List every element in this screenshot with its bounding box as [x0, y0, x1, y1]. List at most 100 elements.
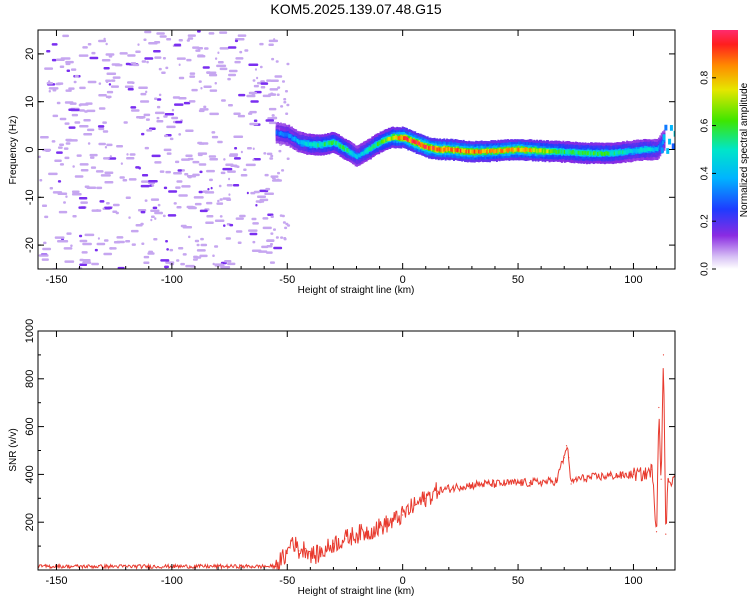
spectrogram-cell: [401, 135, 404, 140]
spectrogram-cell: [357, 153, 360, 158]
spectrogram-cell: [542, 149, 545, 154]
noise-speckle: [228, 69, 238, 73]
noise-speckle: [214, 57, 218, 60]
noise-speckle: [262, 94, 271, 98]
spectrogram-cell: [515, 147, 518, 152]
noise-speckle: [38, 254, 49, 257]
spectrogram-cell: [338, 142, 341, 147]
snr-x-tick-label: 100: [624, 575, 642, 587]
spectrogram-cell: [617, 150, 620, 155]
noise-speckle: [100, 174, 111, 177]
noise-speckle: [130, 229, 139, 233]
noise-speckle: [116, 236, 124, 239]
noise-speckle: [138, 86, 148, 89]
spectrogram-cell: [397, 136, 400, 140]
snr-data-point: [314, 555, 316, 557]
snr-y-tick-label: 200: [24, 513, 36, 531]
noise-speckle: [51, 43, 58, 46]
spectrogram-cell: [292, 136, 295, 141]
spectrogram-cell: [580, 150, 583, 155]
spectrogram-cell: [623, 150, 626, 155]
spectrogram-cell: [470, 149, 473, 154]
noise-speckle: [174, 103, 184, 106]
spectrogram-cell: [448, 147, 451, 152]
noise-speckle: [186, 39, 190, 42]
noise-speckle: [68, 87, 75, 90]
spectrogram-cell: [313, 142, 316, 147]
spectrogram-cell: [602, 151, 605, 156]
spectrogram-cell: [552, 149, 555, 153]
noise-speckle: [106, 90, 114, 94]
noise-speckle: [234, 60, 241, 64]
snr-data-point: [563, 457, 565, 459]
spectrogram-cell: [300, 140, 303, 145]
noise-speckle: [247, 147, 252, 150]
noise-speckle: [109, 155, 112, 158]
spectrogram-y-tick-label: 0: [24, 146, 36, 152]
noise-speckle: [162, 214, 166, 218]
spectrogram-cell: [326, 141, 329, 146]
noise-speckle: [237, 114, 246, 118]
snr-data-point: [125, 565, 127, 568]
spectrogram-cell: [346, 148, 349, 152]
noise-speckle: [48, 89, 51, 93]
spectrogram-cell: [613, 151, 616, 156]
noise-speckle: [82, 242, 92, 246]
noise-speckle: [56, 101, 61, 105]
noise-speckle: [273, 246, 283, 250]
noise-speckle: [102, 130, 109, 133]
spectrogram-y-tick-label: -20: [24, 237, 36, 253]
noise-speckle: [232, 184, 240, 187]
noise-speckle: [128, 178, 137, 181]
spectrogram-cell: [426, 145, 429, 150]
noise-speckle: [173, 172, 182, 175]
spectrogram-cell: [482, 149, 485, 153]
spectrogram-cell: [558, 149, 561, 154]
noise-speckle: [66, 139, 72, 142]
noise-speckle: [182, 253, 187, 256]
noise-speckle: [205, 221, 214, 224]
spectrogram-cell: [520, 147, 523, 152]
noise-speckle: [227, 46, 237, 49]
noise-speckle: [62, 239, 69, 243]
snr-data-point: [667, 478, 669, 480]
noise-speckle: [103, 252, 113, 256]
spectrogram-cell: [533, 148, 536, 153]
noise-speckle: [56, 151, 63, 154]
spectrogram-cell: [369, 146, 372, 151]
noise-speckle: [140, 92, 147, 96]
spectrogram-cell: [524, 147, 527, 152]
noise-speckle: [211, 135, 219, 139]
noise-speckle: [156, 32, 165, 35]
noise-speckle: [146, 129, 153, 132]
noise-speckle: [194, 202, 202, 206]
noise-speckle: [269, 88, 279, 91]
spectrogram-cell: [451, 148, 454, 152]
colorbar: 0.0 0.2 0.4 0.6 0.8 Normalized spectral ampl…: [700, 30, 750, 276]
spectrogram-cell: [375, 142, 378, 147]
colorbar-tick-label: 0.6: [700, 118, 711, 132]
spectrogram-cell: [295, 137, 298, 142]
noise-speckle: [132, 63, 140, 67]
noise-speckle: [166, 152, 172, 155]
noise-speckle: [65, 142, 71, 145]
noise-speckle: [48, 80, 51, 83]
spectrogram-cell: [641, 148, 644, 153]
spectrogram-x-tick-label: -100: [161, 274, 183, 286]
spectrogram-cell: [497, 149, 500, 154]
snr-data-point: [413, 504, 415, 507]
noise-speckle: [171, 108, 175, 112]
noise-speckle: [187, 37, 194, 40]
spectrogram-cell: [621, 150, 624, 155]
snr-data-point: [355, 533, 358, 535]
spectrogram-cell: [650, 147, 653, 152]
noise-speckle: [55, 58, 65, 61]
spectrogram-cell: [433, 146, 436, 151]
spectrogram-cell: [631, 149, 634, 154]
noise-speckle: [169, 137, 174, 141]
snr-data-point: [559, 469, 561, 471]
spectrogram-cell: [356, 155, 359, 159]
spectrogram-cell: [637, 148, 640, 153]
noise-speckle: [172, 96, 181, 99]
